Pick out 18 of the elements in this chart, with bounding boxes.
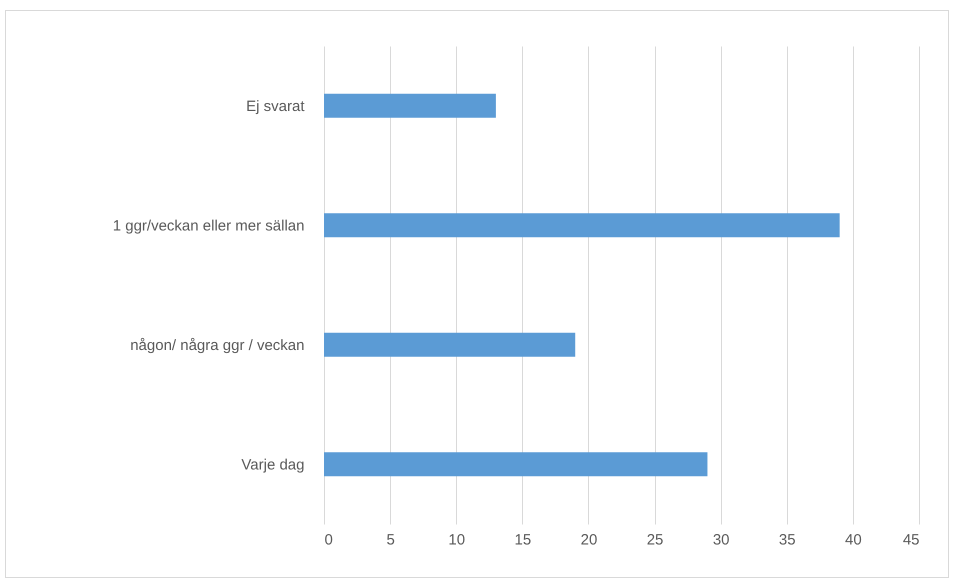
y-tick-label: 1 ggr/veckan eller mer sällan — [112, 217, 304, 234]
x-tick-label: 15 — [514, 532, 532, 548]
x-tick-label: 0 — [324, 532, 333, 548]
x-tick-label: 30 — [712, 532, 730, 548]
x-tick-label: 5 — [386, 532, 395, 548]
bar — [324, 94, 496, 118]
y-tick-label: Varje dag — [241, 456, 304, 474]
bar — [324, 213, 840, 238]
x-tick-label: 10 — [448, 532, 466, 548]
bar — [324, 452, 708, 476]
x-tick-label: 40 — [845, 532, 862, 548]
x-tick-label: 35 — [778, 532, 796, 548]
y-tick-label: någon/ några ggr / veckan — [130, 336, 304, 354]
x-tick-label: 45 — [902, 532, 920, 548]
y-tick-label: Ej svarat — [246, 98, 306, 115]
x-tick-label: 25 — [646, 532, 664, 548]
bar — [324, 332, 576, 357]
x-tick-label: 20 — [580, 532, 598, 548]
